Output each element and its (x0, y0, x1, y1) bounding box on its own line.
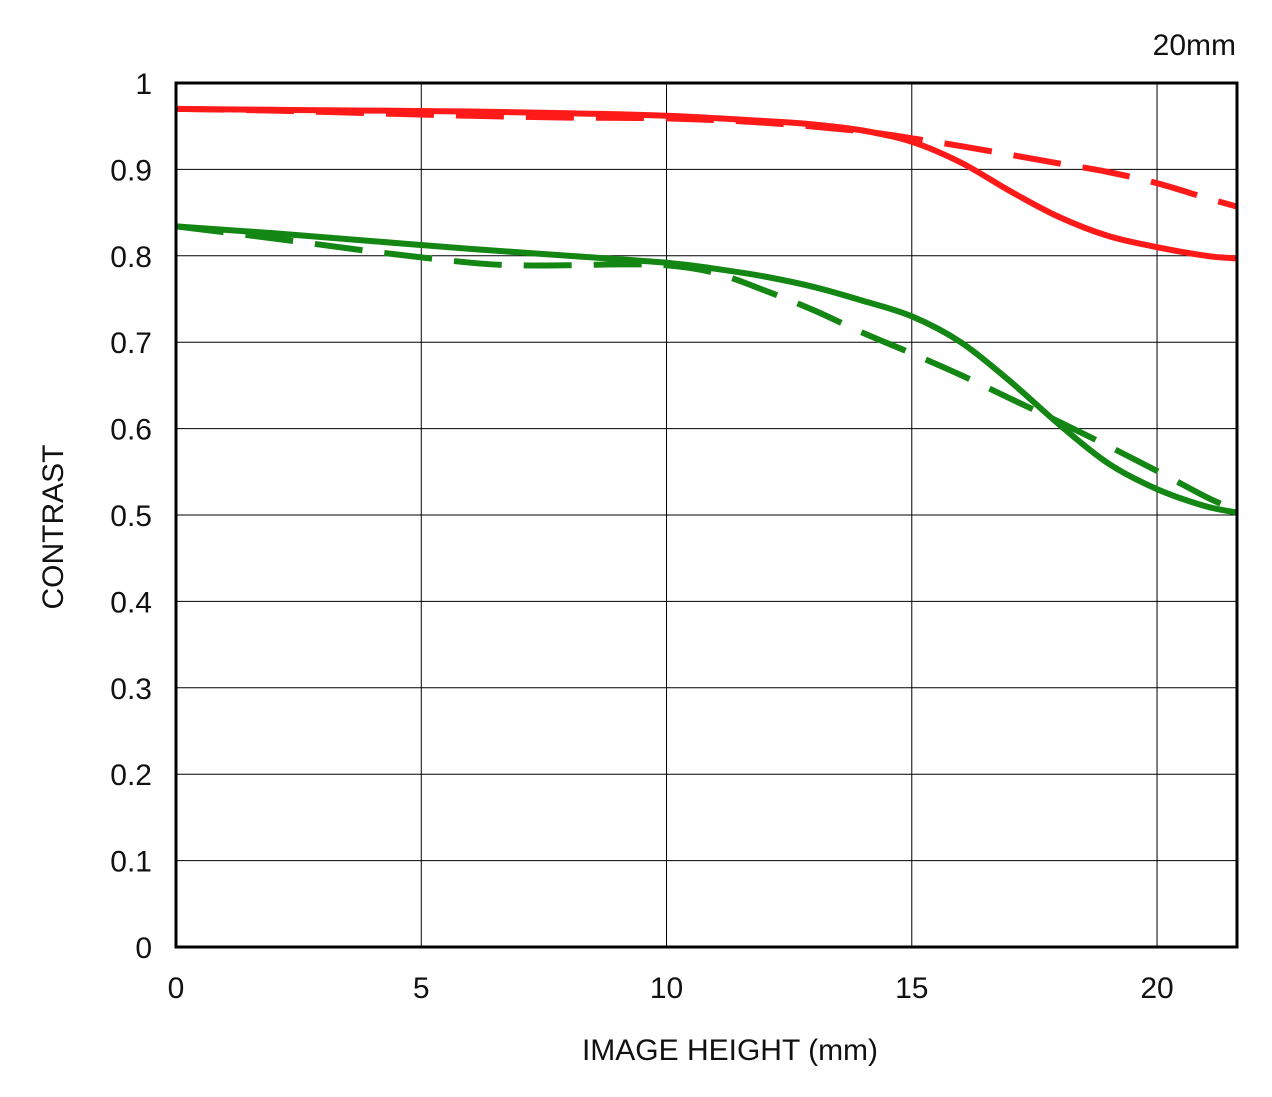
y-tick-label: 0.6 (110, 414, 152, 447)
series-line-4-dashed (176, 223, 1237, 514)
x-tick-label: 10 (650, 972, 683, 1005)
y-tick-label: 0.8 (110, 241, 152, 274)
x-tick-label: 5 (413, 972, 430, 1005)
y-tick-label: 0 (135, 932, 152, 965)
series-line-2-dashed (176, 105, 1237, 210)
x-tick-labels: 0 5 10 15 20 (168, 972, 1174, 1005)
series-line-3-solid (176, 223, 1237, 516)
x-axis-label: IMAGE HEIGHT (mm) (582, 1034, 878, 1067)
y-tick-labels: 0 0.1 0.2 0.3 0.4 0.5 0.6 0.7 0.8 0.9 1 (110, 68, 152, 965)
y-tick-label: 0.4 (110, 586, 152, 619)
x-tick-label: 0 (168, 972, 185, 1005)
y-tick-label: 0.3 (110, 673, 152, 706)
y-tick-label: 0.2 (110, 759, 152, 792)
series-lines (176, 105, 1237, 516)
y-axis-label: CONTRAST (37, 445, 70, 610)
grid-lines (176, 83, 1237, 947)
y-tick-label: 0.5 (110, 500, 152, 533)
chart-title: 20mm (1153, 29, 1236, 62)
y-tick-label: 0.9 (110, 154, 152, 187)
y-tick-label: 0.1 (110, 846, 152, 879)
x-tick-label: 20 (1140, 972, 1173, 1005)
y-tick-label: 0.7 (110, 327, 152, 360)
x-tick-label: 15 (895, 972, 928, 1005)
plot-frame (174, 81, 1239, 949)
y-tick-label: 1 (135, 68, 152, 101)
